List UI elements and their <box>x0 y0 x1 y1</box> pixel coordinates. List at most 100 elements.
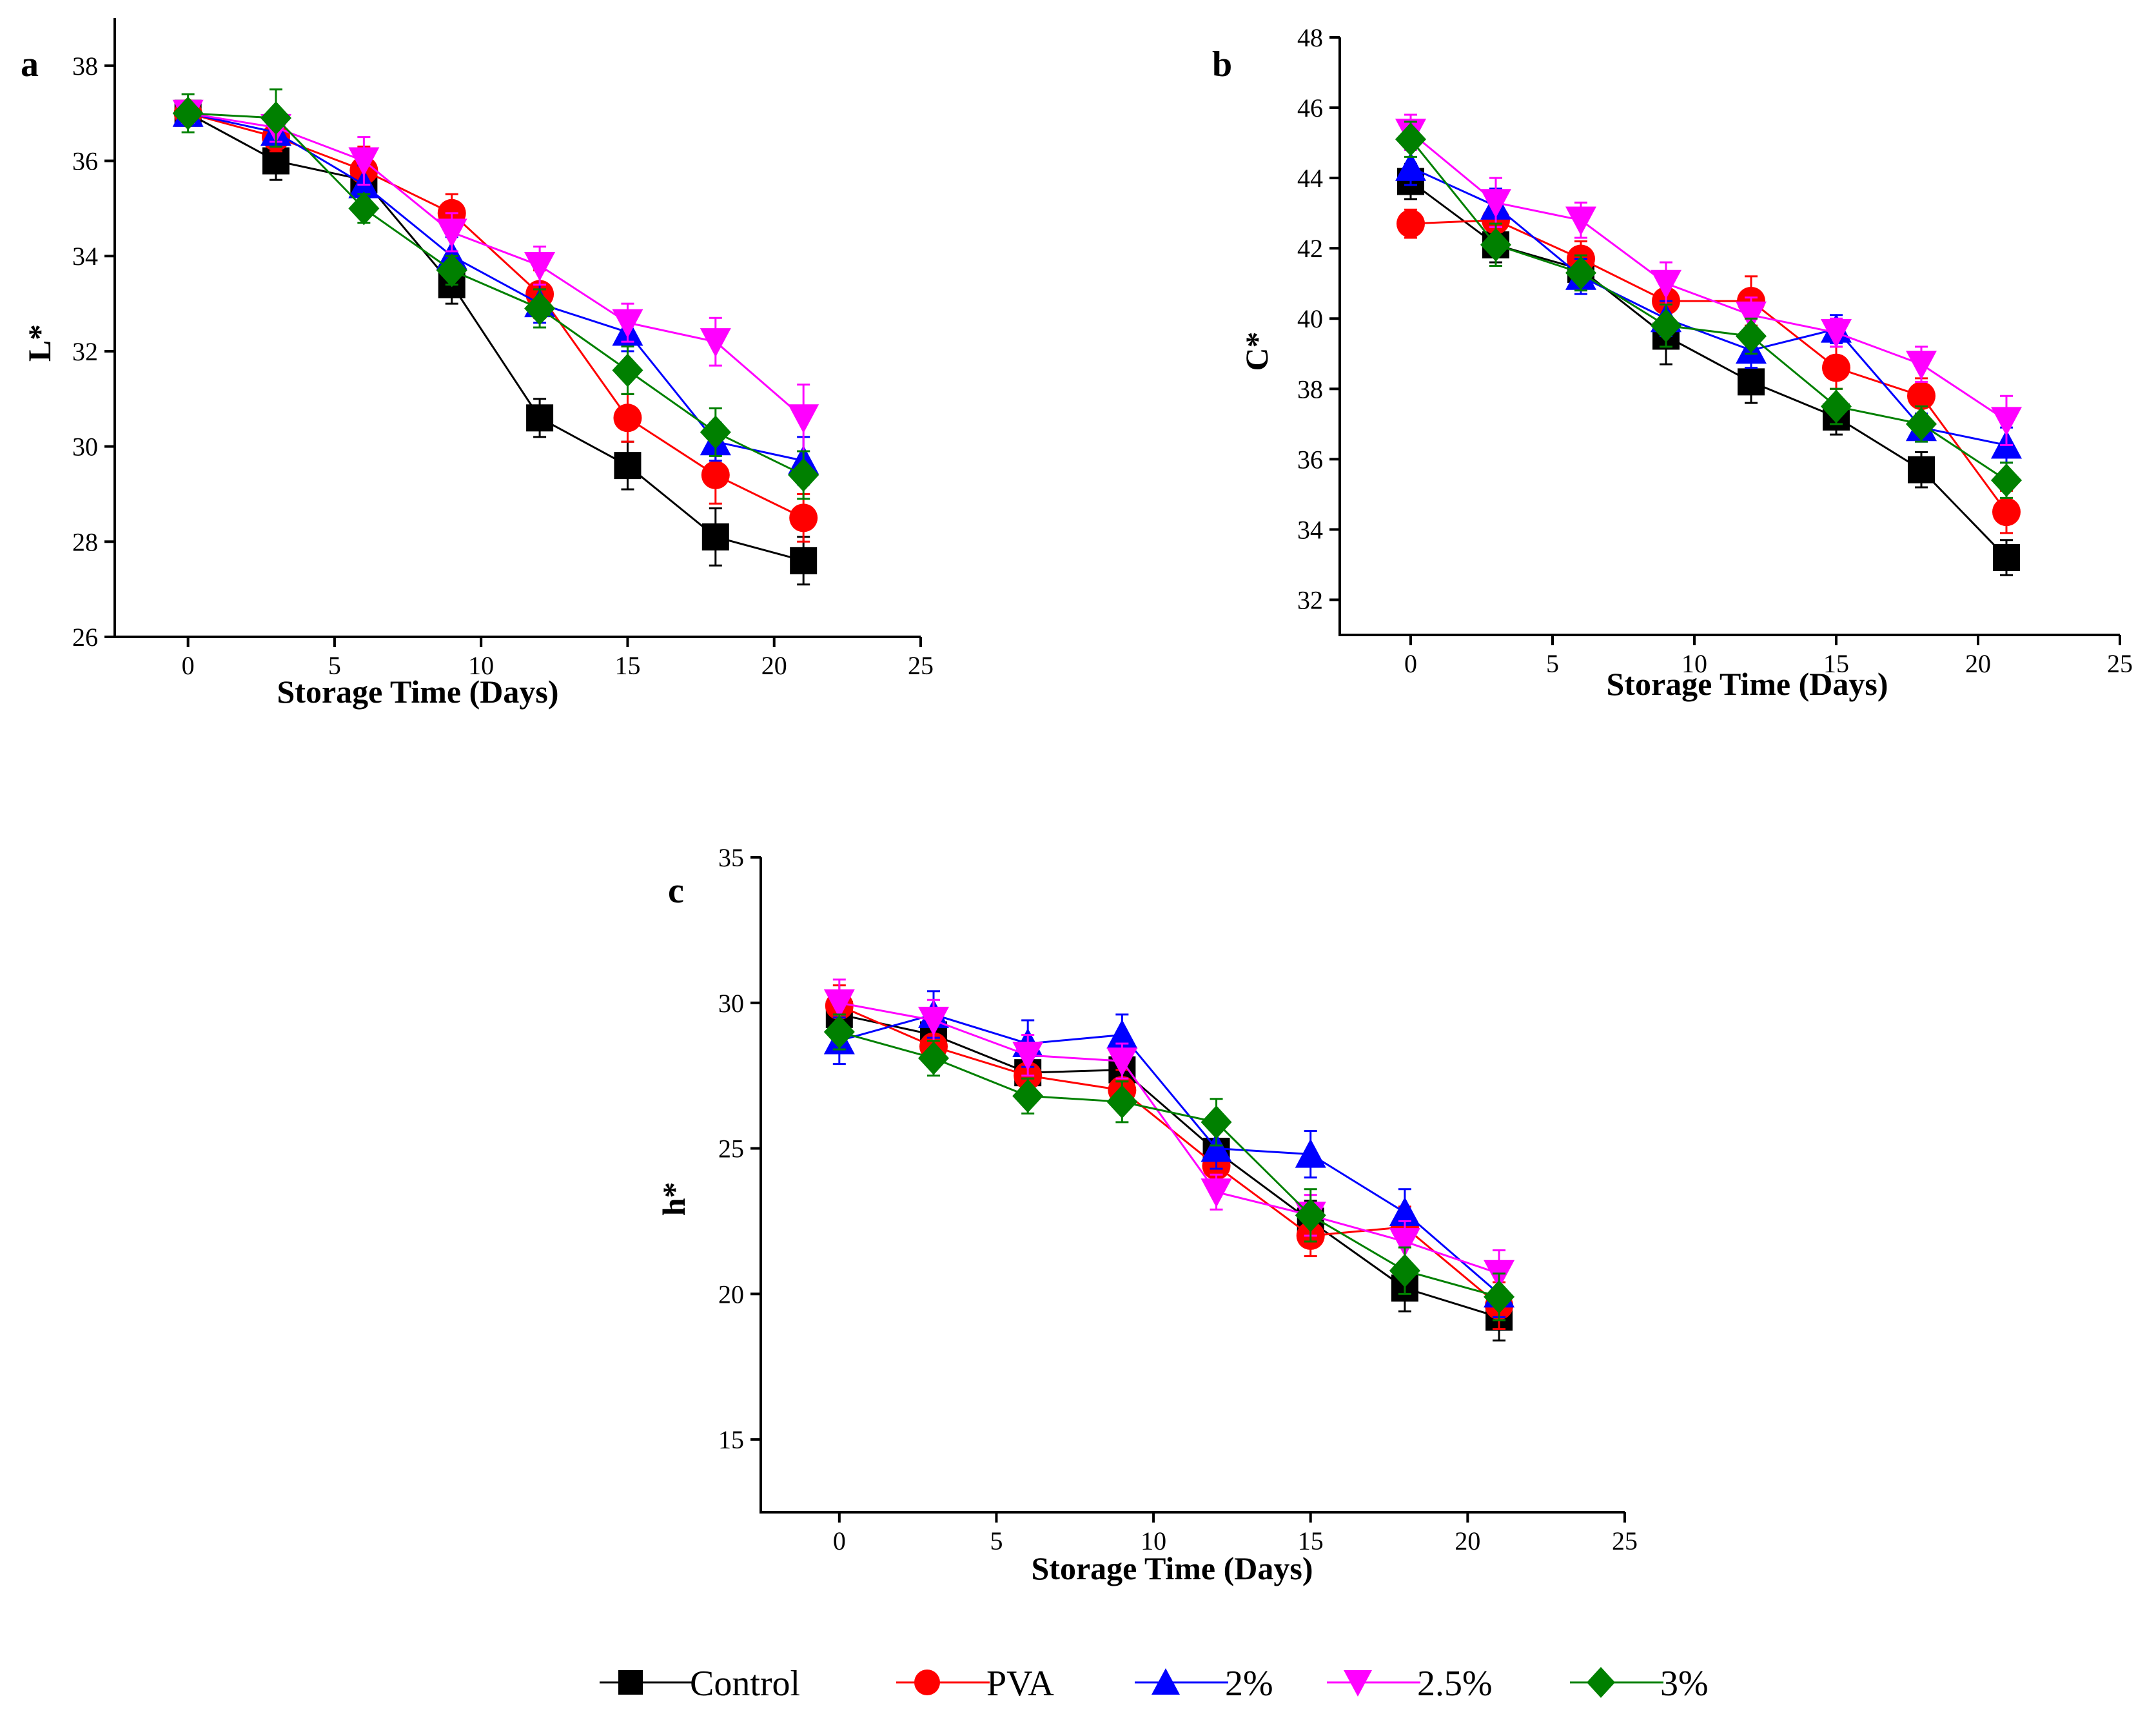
panel-a-series-pva-line <box>188 112 804 519</box>
panel-b-x-tick-label: 0 <box>1404 649 1417 678</box>
panel-c-letter: c <box>668 871 684 911</box>
panel-a-series-3pct-point <box>524 291 556 326</box>
panel-b-series-3pct-point <box>1736 319 1767 353</box>
panel-a-series-2-5pct-point <box>612 309 643 338</box>
panel-a-series-pva-point <box>789 503 818 532</box>
legend-item-2-5pct-marker <box>1344 1670 1372 1697</box>
panel-c-x-axis-title: Storage Time (Days) <box>1032 1550 1313 1586</box>
panel-c-series-2-5pct-point <box>1012 1042 1044 1071</box>
panel-b-series-3pct-point <box>1480 228 1511 262</box>
panel-c-y-tick-label: 15 <box>718 1425 744 1454</box>
panel-b-series-2-5pct-point <box>1991 407 2022 436</box>
legend-item-2-5pct-label: 2.5% <box>1417 1664 1493 1704</box>
panel-a-x-tick-label: 10 <box>468 651 494 680</box>
panel-a-x-axis-title: Storage Time (Days) <box>277 674 559 710</box>
panel-b-letter: b <box>1212 44 1232 84</box>
panel-a-series-control-point <box>790 547 818 574</box>
panel-c-series-2-5pct-point <box>918 1006 949 1036</box>
panel-b-series-2-5pct-line <box>1410 131 2007 422</box>
legend-item-3pct: 3% <box>1570 1664 1709 1704</box>
panel-c-series-control-line <box>839 1013 1500 1318</box>
panel-c-series-2pct-point <box>1200 1133 1232 1162</box>
panel-c-series-3pct-point <box>1295 1198 1326 1232</box>
panel-c-series-3pct-point <box>1484 1280 1515 1314</box>
panel-c-series-3pct <box>823 1013 1515 1321</box>
panel-b-series-3pct-point <box>1906 407 1937 441</box>
panel-b-y-tick-label: 40 <box>1297 304 1323 333</box>
panel-c-series-2-5pct-point <box>1389 1228 1420 1258</box>
panel-b-series-2-5pct-point <box>1906 351 1937 380</box>
panel-c-series-2pct-point <box>1389 1196 1420 1226</box>
panel-a-series-3pct-line <box>188 112 804 476</box>
panel-c-y-tick-label: 35 <box>718 843 744 872</box>
legend-item-2pct: 2% <box>1135 1664 1273 1704</box>
panel-b-y-tick-label: 36 <box>1297 445 1323 474</box>
panel-c-series-3pct-line <box>839 1031 1500 1298</box>
panel-a-chart: a Storage Time (Days) L* 0 5 10 15 20 25 26 28 3… <box>21 18 934 710</box>
panel-a-series-3pct-point <box>700 415 731 449</box>
panel-c-x-tick-label: 5 <box>990 1526 1003 1555</box>
legend-item-pva-label: PVA <box>986 1664 1054 1704</box>
panel-c-x-tick-label: 25 <box>1612 1526 1638 1555</box>
panel-b-x-tick-label: 25 <box>2107 649 2133 678</box>
panel-a-y-tick-label: 32 <box>72 337 98 366</box>
panel-a-series-2-5pct-point <box>348 147 380 177</box>
panel-b-y-axis-title: C* <box>1239 331 1275 371</box>
panel-a-series-pva-point <box>701 460 730 489</box>
panel-b-y-tick-label: 44 <box>1297 164 1323 193</box>
panel-a-series-pva-point <box>613 404 642 433</box>
panel-a-series-control-point <box>526 404 554 432</box>
panel-a-y-tick-label: 36 <box>72 147 98 176</box>
panel-b-series-2-5pct-point <box>1565 206 1596 236</box>
panel-a-series-control-point <box>614 452 642 480</box>
panel-c-x-tick-label: 15 <box>1298 1526 1324 1555</box>
panel-b-y-tick-label: 32 <box>1297 585 1323 614</box>
panel-b-x-tick-label: 10 <box>1681 649 1707 678</box>
panel-a-series-3pct-point <box>436 253 467 287</box>
panel-b-series-pva-point <box>1822 353 1850 382</box>
panel-b-series-control-point <box>1908 456 1935 483</box>
panel-a-series-2-5pct-point <box>436 219 467 248</box>
legend-item-2-5pct: 2.5% <box>1327 1664 1493 1704</box>
panel-a-y-tick-label: 34 <box>72 242 98 271</box>
panel-b-series-control-point <box>1993 544 2020 572</box>
panel-a-axes <box>113 18 921 638</box>
panel-c-series-2pct-point <box>1106 1019 1138 1049</box>
panel-a-x-tick-label: 0 <box>182 651 195 680</box>
panel-c-series-2-5pct-point <box>1200 1178 1232 1208</box>
panel-c-series-3pct-point <box>918 1041 949 1075</box>
panel-a-x-tick-label: 20 <box>761 651 787 680</box>
legend-item-3pct-marker <box>1587 1667 1615 1698</box>
panel-a-series-2-5pct-point <box>788 404 819 434</box>
panel-b-x-tick-label: 5 <box>1546 649 1559 678</box>
panel-c-y-tick-label: 20 <box>718 1280 744 1309</box>
legend-item-control-label: Control <box>690 1664 800 1704</box>
legend-item-2pct-marker <box>1152 1668 1180 1695</box>
panel-c-series-3pct-point <box>1389 1254 1420 1288</box>
legend-item-control-marker <box>618 1670 643 1695</box>
panel-b-series-control-point <box>1738 368 1765 396</box>
panel-b-series-pva-point <box>1907 382 1936 411</box>
panel-b-series-3pct-point <box>1565 256 1596 290</box>
panel-b-series-pva-point <box>1992 498 2021 527</box>
panel-a-y-tick-label: 30 <box>72 433 98 462</box>
panel-c-chart: c Storage Time (Days) h* 0 5 10 15 20 25 15 20 2… <box>656 843 1638 1586</box>
panel-c-series-3pct-point <box>1200 1105 1232 1139</box>
panel-b-series-3pct <box>1395 121 2022 499</box>
panel-b-series-3pct-point <box>1651 309 1681 343</box>
panel-b-series-2pct-point <box>1395 151 1426 181</box>
panel-b-x-tick-label: 15 <box>1823 649 1849 678</box>
legend-item-3pct-label: 3% <box>1660 1664 1709 1704</box>
panel-c-series-2-5pct-line <box>839 1002 1500 1275</box>
panel-c-axes <box>760 857 1625 1514</box>
panel-a-y-tick-label: 26 <box>72 623 98 652</box>
panel-b-y-tick-label: 48 <box>1297 23 1323 52</box>
panel-a-series-control-line <box>187 112 804 562</box>
panel-c-y-tick-label: 25 <box>718 1135 744 1164</box>
panel-a-series-3pct-point <box>260 101 291 135</box>
panel-a-y-axis-title: L* <box>21 324 57 362</box>
panel-a-series-3pct-point <box>348 191 380 226</box>
legend: Control PVA 2% 2.5% 3% <box>600 1664 1709 1704</box>
panel-b-series-2-5pct-point <box>1736 301 1767 331</box>
